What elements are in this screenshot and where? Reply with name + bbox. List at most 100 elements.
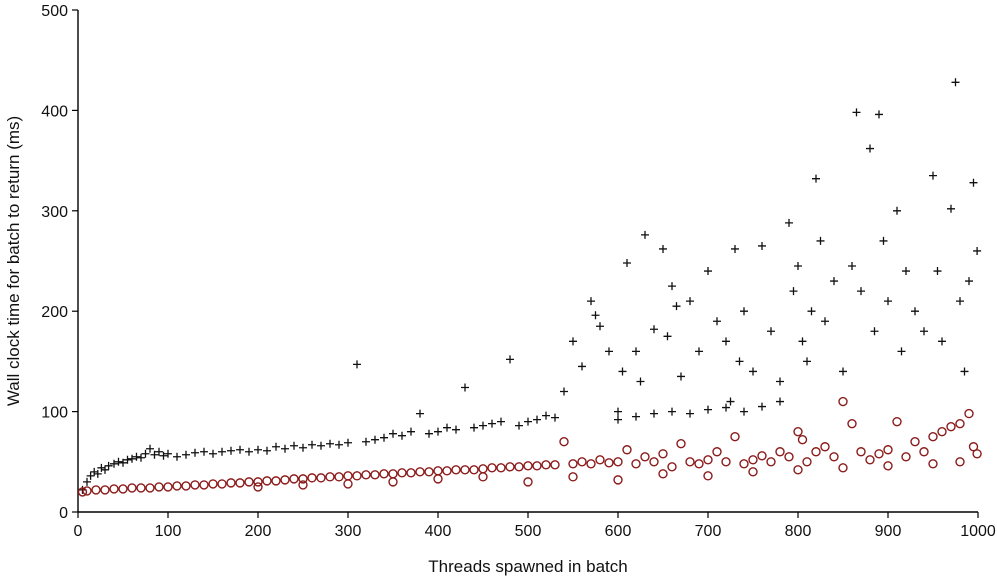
circle-point: [784, 452, 794, 462]
plus-point: [380, 433, 388, 442]
plus-point: [353, 360, 361, 369]
y-tick-label: 0: [59, 505, 68, 522]
plus-point: [150, 450, 159, 459]
plus-point: [726, 397, 735, 406]
circle-point: [797, 435, 808, 445]
plus-point: [497, 417, 505, 426]
circle-point: [361, 470, 371, 480]
plus-point: [659, 244, 667, 253]
x-tick-label: 0: [74, 523, 83, 540]
circle-point: [100, 485, 110, 495]
plus-point: [407, 427, 415, 436]
plus-point: [569, 337, 577, 346]
plus-point: [83, 477, 91, 486]
plus-point: [623, 259, 631, 268]
circle-point: [118, 484, 128, 494]
circle-point: [748, 467, 758, 477]
plus-point: [839, 367, 847, 376]
plus-point: [767, 327, 775, 336]
plus-point: [785, 218, 793, 227]
circle-point: [379, 469, 389, 479]
plus-point: [209, 449, 217, 458]
plus-point: [101, 465, 109, 474]
plus-point: [335, 440, 343, 449]
circle-point: [928, 432, 938, 442]
circle-point: [802, 457, 812, 467]
plus-point: [506, 355, 514, 364]
plus-point: [416, 409, 424, 418]
x-tick-label: 1000: [960, 523, 996, 540]
plus-point: [807, 307, 816, 316]
circle-point: [640, 452, 650, 462]
circle-point: [550, 460, 560, 470]
plus-point: [155, 447, 163, 456]
circle-point: [487, 463, 497, 473]
plus-point: [920, 327, 928, 336]
y-axis-title: Wall clock time for batch to return (ms): [4, 116, 23, 406]
plus-point: [650, 409, 658, 418]
plus-point: [929, 171, 937, 180]
circle-point: [514, 462, 524, 472]
plus-point: [110, 459, 118, 468]
circle-point: [334, 472, 344, 482]
plus-point: [632, 412, 640, 421]
circle-point: [289, 474, 299, 484]
plus-point: [86, 471, 95, 480]
circle-point: [478, 464, 488, 474]
plus-point: [776, 377, 784, 386]
plus-point: [90, 467, 99, 476]
circle-point: [307, 473, 317, 483]
plus-point: [911, 307, 919, 316]
plus-point: [776, 397, 784, 406]
circle-point: [181, 481, 191, 491]
plus-point: [132, 452, 141, 461]
circle-point: [433, 466, 443, 476]
plus-point: [591, 311, 600, 320]
plus-point: [668, 407, 676, 416]
circle-point: [208, 479, 218, 489]
circle-point: [532, 461, 542, 471]
circle-point: [235, 478, 245, 488]
plus-point: [97, 463, 106, 472]
plus-point: [137, 453, 145, 462]
plus-point: [641, 230, 649, 239]
plus-point: [848, 262, 856, 271]
x-tick-label: 200: [245, 523, 272, 540]
circle-point: [190, 480, 200, 490]
plus-point: [317, 441, 325, 450]
plus-point: [596, 322, 604, 331]
plus-point: [947, 204, 955, 213]
plus-point: [551, 413, 559, 422]
circle-point: [505, 462, 515, 472]
x-tick-label: 600: [605, 523, 632, 540]
plus-point: [722, 403, 730, 412]
plus-point: [326, 439, 334, 448]
circle-point: [928, 459, 938, 469]
plus-point: [686, 297, 694, 306]
circle-point: [388, 469, 398, 479]
plus-point: [758, 241, 766, 250]
circle-point: [838, 396, 848, 407]
plus-point: [677, 372, 685, 381]
plus-point: [488, 419, 496, 428]
circle-point: [91, 485, 101, 495]
circle-point: [136, 483, 146, 493]
plus-point: [902, 267, 910, 276]
plus-point: [749, 367, 757, 376]
circle-point: [478, 472, 488, 482]
plus-point: [789, 287, 798, 296]
circle-point: [685, 457, 695, 467]
plus-point: [578, 362, 586, 371]
plus-point: [524, 417, 532, 426]
circle-point: [217, 479, 227, 489]
plus-point: [794, 262, 802, 271]
plus-point: [879, 236, 888, 245]
plus-point: [614, 415, 622, 424]
plus-point: [636, 377, 645, 386]
y-tick-label: 300: [41, 204, 68, 221]
plus-point: [668, 282, 676, 291]
plus-point: [587, 297, 595, 306]
plus-point: [93, 469, 102, 478]
plus-point: [263, 446, 271, 455]
circle-point: [325, 472, 335, 482]
